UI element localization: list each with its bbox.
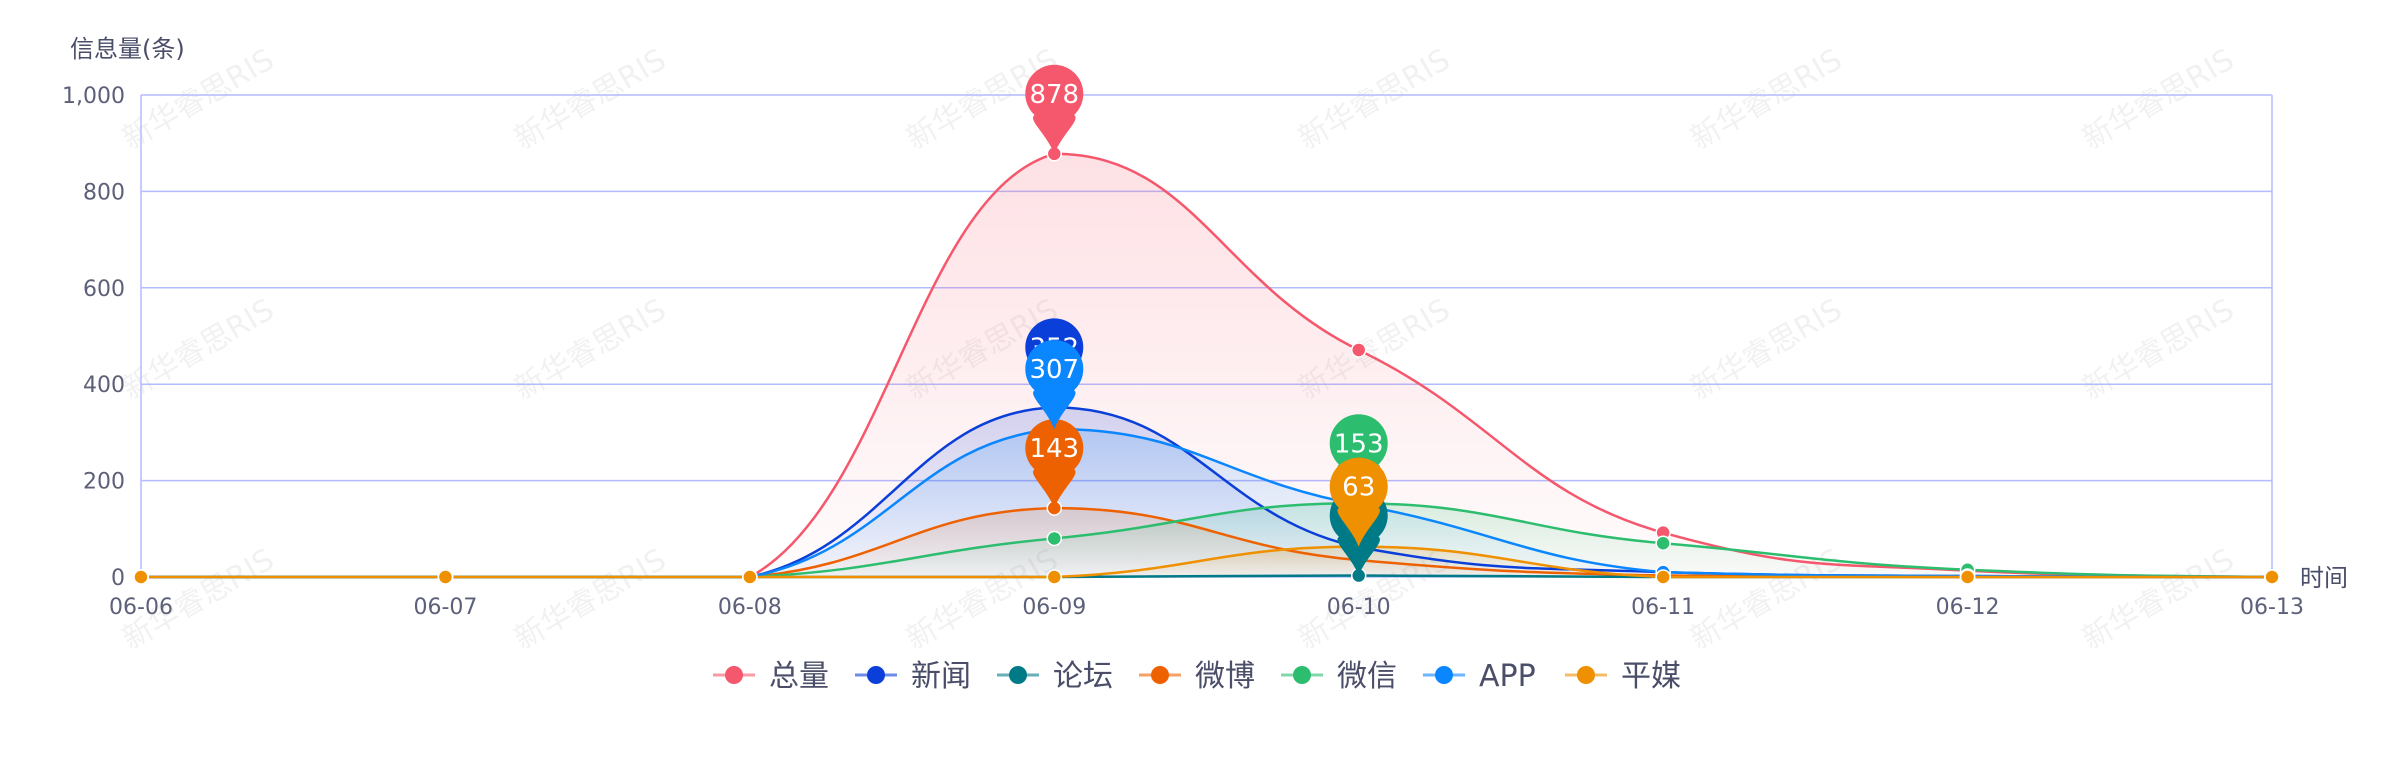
legend-item[interactable]: 新闻 xyxy=(855,659,971,694)
legend-marker-icon xyxy=(725,666,743,684)
legend-item[interactable]: 微博 xyxy=(1139,659,1255,694)
watermark-text: 新华睿思RIS xyxy=(2077,542,2241,657)
markpoint-pin: 307 xyxy=(1025,340,1084,430)
series-line xyxy=(141,545,2272,579)
y-tick-label: 200 xyxy=(83,470,125,495)
legend: 总量 新闻 论坛 微博 微信 APP 平媒 xyxy=(713,659,1681,694)
watermark-text: 新华睿思RIS xyxy=(1293,42,1457,157)
watermark-text: 新华睿思RIS xyxy=(2077,42,2241,157)
data-point xyxy=(437,569,454,585)
y-tick-label: 0 xyxy=(111,566,125,591)
legend-marker-icon xyxy=(1151,666,1169,684)
x-tick-label: 06-07 xyxy=(413,595,477,620)
watermark-text: 新华睿思RIS xyxy=(2077,292,2241,407)
legend-item[interactable]: APP xyxy=(1423,659,1536,694)
legend-label: 总量 xyxy=(769,659,829,694)
x-tick-label: 06-09 xyxy=(1022,595,1086,620)
legend-item[interactable]: 总量 xyxy=(713,659,829,694)
markpoint-label: 153 xyxy=(1334,429,1384,459)
y-tick-label: 800 xyxy=(83,180,125,205)
series-lines xyxy=(141,152,2273,579)
legend-label: 论坛 xyxy=(1053,659,1113,694)
markpoint-shape xyxy=(1025,340,1084,430)
legend-marker-icon xyxy=(1293,666,1311,684)
series-area xyxy=(141,153,2272,577)
data-point xyxy=(1655,569,1671,585)
x-axis-ticks: 06-06 06-07 06-08 06-09 06-10 06-11 06-12 06-13 xyxy=(109,595,2304,620)
markpoint-label: 878 xyxy=(1029,80,1079,110)
data-point xyxy=(1655,535,1671,552)
data-point xyxy=(1959,569,1976,585)
max-markpoints: 878352314315330763 xyxy=(1025,64,1388,576)
legend-marker-icon xyxy=(867,666,885,684)
y-axis-title: 信息量(条) xyxy=(70,35,185,63)
markpoint-pin: 878 xyxy=(1025,64,1084,154)
legend-label: 新闻 xyxy=(911,659,971,694)
watermark-text: 新华睿思RIS xyxy=(509,292,673,407)
legend-label: 微信 xyxy=(1337,659,1397,694)
markpoint-label: 307 xyxy=(1029,355,1079,385)
watermark-text: 新华睿思RIS xyxy=(509,542,673,657)
y-tick-label: 400 xyxy=(83,373,125,398)
markpoint-label: 63 xyxy=(1342,473,1375,503)
markpoint-pin: 143 xyxy=(1025,419,1084,509)
markpoint-pin: 63 xyxy=(1329,457,1388,547)
markpoint-shape xyxy=(1025,64,1084,154)
x-tick-label: 06-06 xyxy=(109,595,173,620)
legend-item[interactable]: 论坛 xyxy=(997,659,1113,694)
x-tick-label: 06-12 xyxy=(1936,595,2000,620)
data-point xyxy=(133,569,149,585)
series-areas xyxy=(141,153,2272,577)
y-tick-label: 1,000 xyxy=(62,84,125,109)
legend-marker-icon xyxy=(1577,666,1595,684)
watermark-text: 新华睿思RIS xyxy=(1685,292,1849,407)
legend-item[interactable]: 微信 xyxy=(1281,659,1397,694)
series-area xyxy=(141,546,2272,577)
legend-label: 平媒 xyxy=(1621,659,1681,694)
series-points xyxy=(133,146,2280,585)
watermark-text: 新华睿思RIS xyxy=(1685,42,1849,157)
x-tick-label: 06-11 xyxy=(1631,595,1695,620)
legend-label: 微博 xyxy=(1195,659,1255,694)
legend-item[interactable]: 平媒 xyxy=(1565,659,1681,694)
series-area xyxy=(141,429,2272,577)
markpoint-label: 143 xyxy=(1029,434,1079,464)
y-axis-ticks: 0 200 400 600 800 1,000 xyxy=(62,84,125,591)
y-tick-label: 600 xyxy=(83,277,125,302)
markpoint-shape xyxy=(1329,457,1388,547)
legend-marker-icon xyxy=(1435,666,1453,684)
data-point xyxy=(2264,569,2280,585)
data-point xyxy=(1046,569,1063,585)
x-tick-label: 06-08 xyxy=(718,595,782,620)
data-point xyxy=(1350,342,1367,358)
watermark-text: 新华睿思RIS xyxy=(509,42,673,157)
data-point xyxy=(1046,530,1063,547)
markpoint-shape xyxy=(1025,419,1084,509)
x-axis-title: 时间 xyxy=(2300,564,2348,592)
data-point xyxy=(742,569,758,585)
legend-marker-icon xyxy=(1009,666,1027,684)
legend-label: APP xyxy=(1479,659,1536,694)
x-tick-label: 06-10 xyxy=(1327,595,1391,620)
x-tick-label: 06-13 xyxy=(2240,595,2304,620)
